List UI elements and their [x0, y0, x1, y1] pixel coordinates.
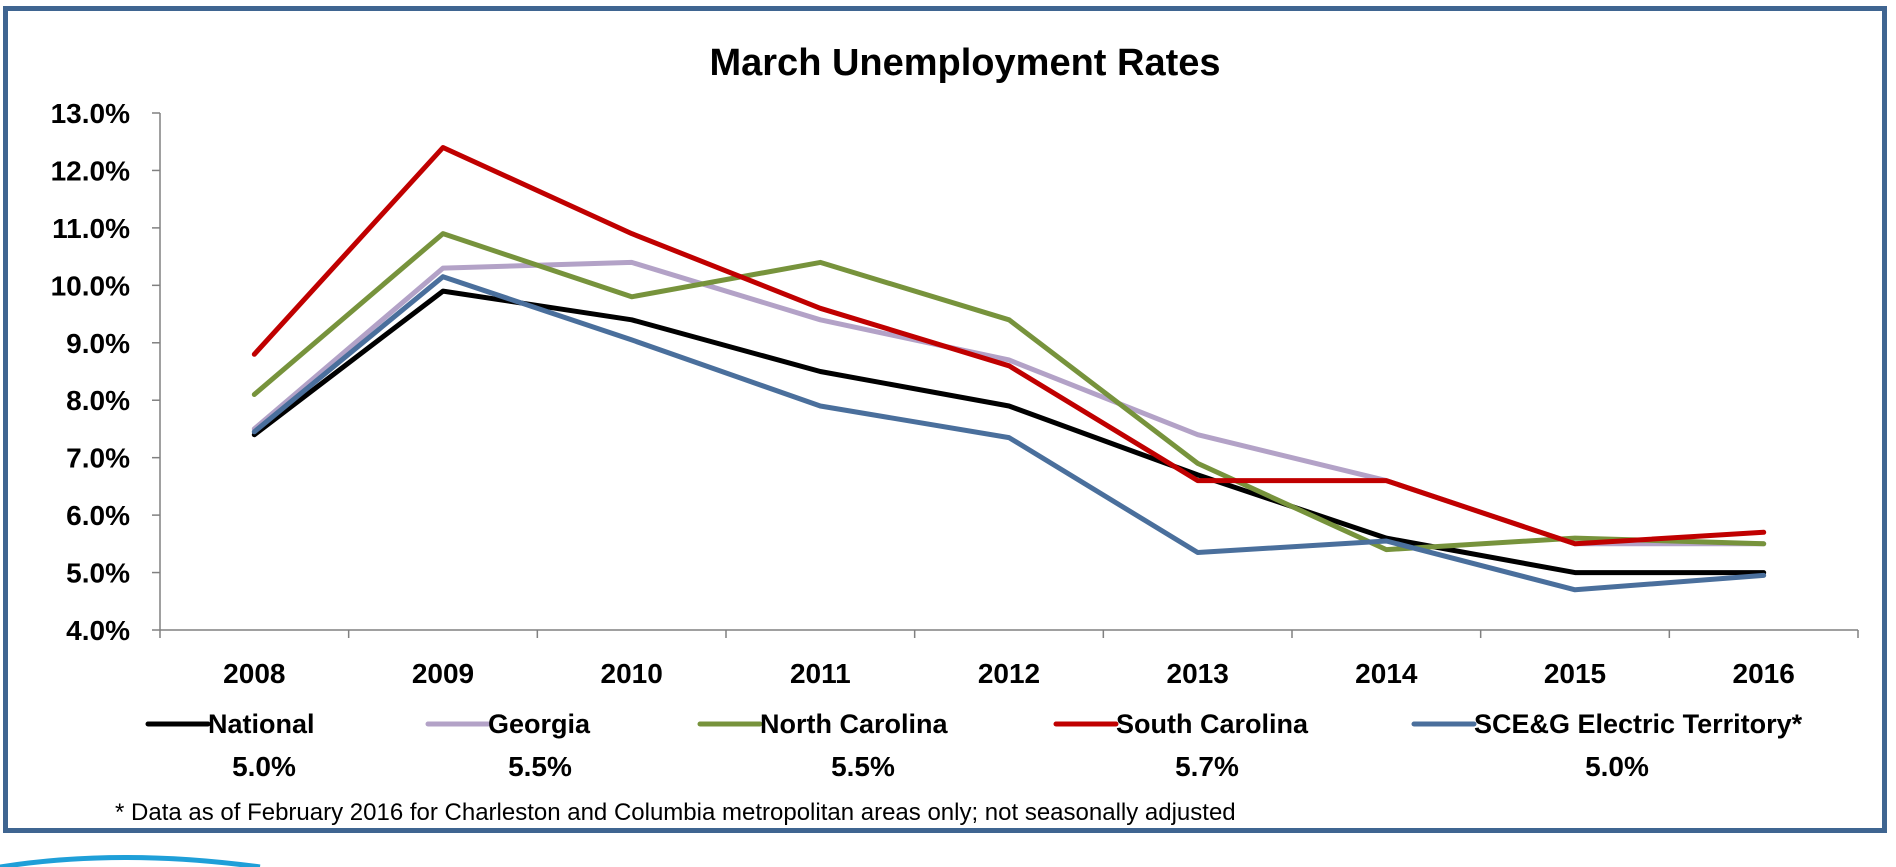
- x-tick-label: 2015: [1544, 658, 1606, 689]
- legend-value-georgia: 5.5%: [508, 751, 572, 782]
- legend-value-north-carolina: 5.5%: [831, 751, 895, 782]
- series-line-national: [251, 288, 1767, 576]
- y-tick-label: 11.0%: [52, 213, 130, 244]
- y-tick-label: 12.0%: [51, 155, 130, 186]
- series-line-sce-g-electric-territory: [251, 274, 1767, 593]
- x-tick-label: 2011: [790, 658, 851, 689]
- y-tick-label: 4.0%: [66, 615, 130, 646]
- chart-axes: 4.0% 5.0% 6.0% 7.0% 8.0% 9.0% 10.0% 11.0% 12.0% 1…: [51, 98, 1859, 689]
- y-tick-label: 8.0%: [66, 385, 130, 416]
- y-tick-label: 13.0%: [51, 98, 130, 129]
- legend-value-sce-g-electric-territory: 5.0%: [1585, 751, 1649, 782]
- series-line-south-carolina: [251, 145, 1767, 547]
- chart-footnote: * Data as of February 2016 for Charlesto…: [115, 799, 1236, 826]
- y-tick-label: 10.0%: [51, 270, 130, 301]
- legend-label-georgia: Georgia: [488, 709, 591, 739]
- legend-value-south-carolina: 5.7%: [1175, 751, 1239, 782]
- x-tick-label: 2008: [223, 658, 285, 689]
- y-tick-label: 7.0%: [66, 443, 130, 474]
- x-tick-label: 2009: [412, 658, 474, 689]
- y-tick-label: 5.0%: [66, 558, 130, 589]
- brand-swoosh: [0, 855, 261, 867]
- legend-label-sce-g-electric-territory: SCE&G Electric Territory*: [1474, 709, 1803, 739]
- chart-series: [251, 145, 1767, 593]
- swoosh-shape: [0, 855, 261, 867]
- legend-label-south-carolina: South Carolina: [1116, 709, 1309, 739]
- x-tick-label: 2010: [601, 658, 663, 689]
- x-tick-label: 2016: [1733, 658, 1795, 689]
- y-tick-label: 6.0%: [66, 500, 130, 531]
- legend-label-national: National: [208, 709, 315, 739]
- series-line-georgia: [251, 259, 1767, 547]
- chart-title: March Unemployment Rates: [709, 42, 1220, 84]
- x-tick-label: 2014: [1355, 658, 1418, 689]
- series-line-north-carolina: [251, 231, 1767, 553]
- y-tick-label: 9.0%: [66, 328, 130, 359]
- chart-legend: National 5.0% Georgia 5.5% North Carolina 5.5…: [145, 709, 1803, 782]
- chart-frame: [3, 6, 1887, 833]
- legend-label-north-carolina: North Carolina: [760, 709, 948, 739]
- x-tick-label: 2012: [978, 658, 1040, 689]
- x-tick-label: 2013: [1167, 658, 1229, 689]
- legend-value-national: 5.0%: [232, 751, 296, 782]
